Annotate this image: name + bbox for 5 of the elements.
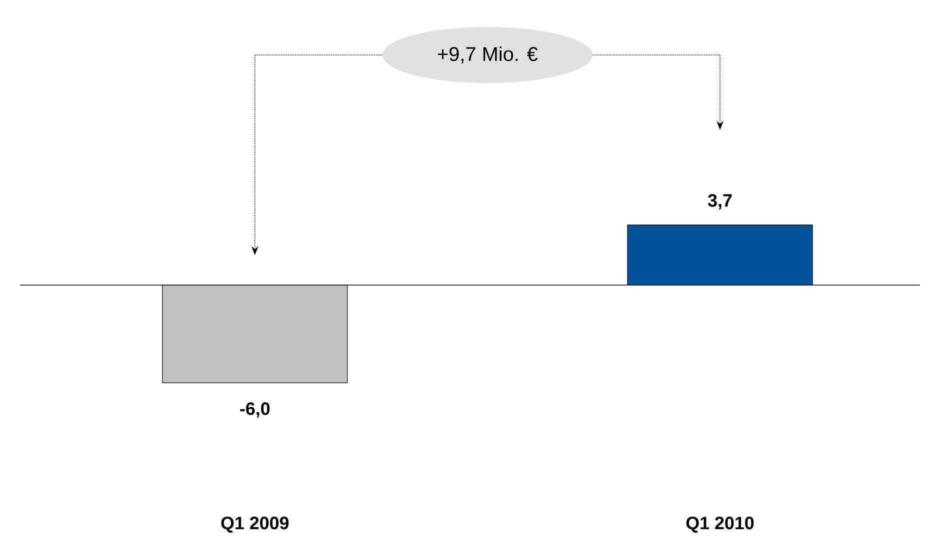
x-tick-label: Q1 2009 [221,516,289,533]
x-tick-label: Q1 2010 [686,516,754,533]
data-label: 3,7 [708,194,732,210]
text: +9,7 Mio. € [438,46,538,64]
data-label: -6,0 [240,402,270,418]
